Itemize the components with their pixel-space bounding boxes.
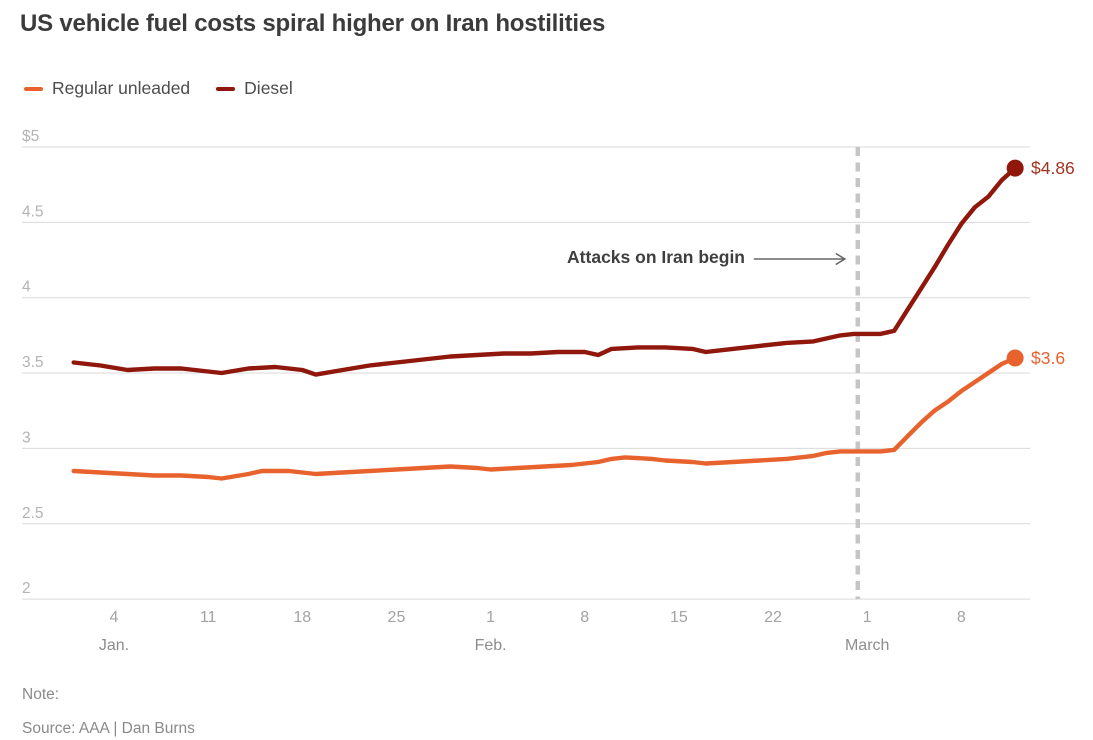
x-axis-tick-label: 15 xyxy=(670,609,688,626)
x-axis-tick-label: 18 xyxy=(293,609,311,626)
y-axis-tick-label: 2.5 xyxy=(22,505,44,522)
y-axis-tick-label: 4 xyxy=(22,279,31,296)
x-axis-tick-label: 1 xyxy=(863,609,872,626)
legend-label-regular-unleaded: Regular unleaded xyxy=(52,78,191,98)
x-axis-tick-label: 8 xyxy=(957,609,966,626)
regular-end-value-label: $3.6 xyxy=(1031,347,1066,368)
regular-unleaded-end-dot xyxy=(1006,349,1024,367)
source-label: Source: AAA | Dan Burns xyxy=(22,720,195,737)
legend: Regular unleaded Diesel xyxy=(24,78,293,99)
legend-label-diesel: Diesel xyxy=(244,78,293,98)
annotation-text: Attacks on Iran begin xyxy=(567,247,745,267)
x-axis-tick-label: 22 xyxy=(764,609,782,626)
x-axis-tick-label: 11 xyxy=(200,609,217,626)
diesel-swatch xyxy=(216,86,236,91)
legend-item-diesel: Diesel xyxy=(216,78,293,99)
diesel-end-dot xyxy=(1006,159,1024,177)
y-axis-tick-label: 3.5 xyxy=(22,354,44,371)
page-title: US vehicle fuel costs spiral higher on I… xyxy=(20,10,606,37)
regular-unleaded-line xyxy=(71,355,1018,481)
annotation-arrow-head xyxy=(835,252,847,266)
diesel-end-value-label: $4.86 xyxy=(1031,158,1075,179)
y-axis-tick-label: 3 xyxy=(22,429,31,446)
diesel-line xyxy=(71,165,1018,377)
x-axis-tick-label: 4 xyxy=(110,609,119,626)
month-label: Feb. xyxy=(475,637,507,654)
x-axis-tick-label: 1 xyxy=(486,609,495,626)
y-axis-tick-label: 4.5 xyxy=(22,203,44,220)
x-axis-tick-label: 25 xyxy=(388,609,406,626)
regular-unleaded-swatch xyxy=(24,86,43,91)
y-axis-tick-label: 2 xyxy=(22,580,31,597)
month-label: March xyxy=(845,637,889,654)
x-axis-tick-label: 8 xyxy=(580,609,589,626)
month-label: Jan. xyxy=(99,637,129,654)
y-axis-tick-label: $5 xyxy=(22,128,39,145)
note-label: Note: xyxy=(22,686,60,703)
legend-item-regular-unleaded: Regular unleaded xyxy=(24,78,190,99)
